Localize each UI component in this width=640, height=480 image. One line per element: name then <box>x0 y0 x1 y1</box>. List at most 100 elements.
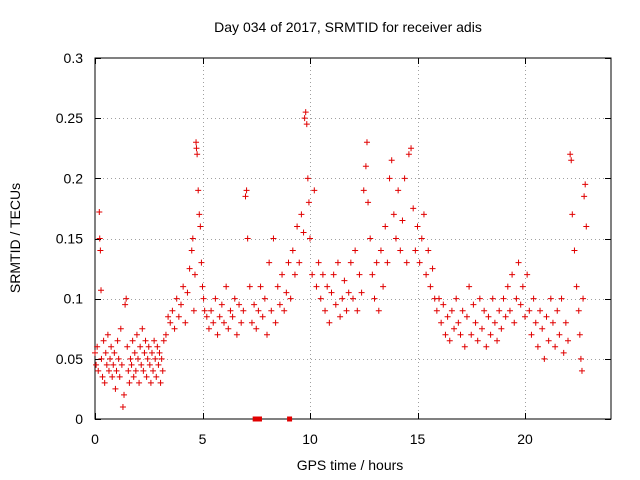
data-point <box>196 211 203 218</box>
data-point <box>113 367 120 374</box>
data-point <box>270 235 277 242</box>
data-point <box>562 319 569 326</box>
data-point <box>110 361 117 368</box>
data-point <box>341 277 348 284</box>
data-point <box>307 235 313 242</box>
data-point <box>313 283 320 290</box>
data-point <box>116 373 123 380</box>
data-point <box>236 301 243 308</box>
data-point <box>227 307 234 314</box>
data-point <box>565 337 571 344</box>
data-point <box>581 193 588 200</box>
data-point <box>568 157 575 164</box>
data-point <box>577 355 584 362</box>
data-point <box>140 367 147 374</box>
data-point <box>208 307 215 314</box>
data-point <box>408 145 415 152</box>
data-point <box>193 139 200 146</box>
data-point <box>128 361 135 368</box>
data-point <box>423 271 430 278</box>
data-point <box>109 373 116 380</box>
data-point <box>123 295 130 302</box>
data-point <box>509 271 516 278</box>
data-point <box>225 325 232 332</box>
data-point <box>137 343 144 350</box>
data-point <box>251 301 258 308</box>
data-point <box>560 349 567 356</box>
data-point <box>549 319 556 326</box>
data-points <box>92 109 590 422</box>
data-point <box>485 313 492 320</box>
data-point <box>182 319 189 326</box>
data-point <box>136 379 143 386</box>
data-point <box>395 187 402 194</box>
data-point <box>498 325 505 332</box>
data-point <box>451 325 458 332</box>
data-point <box>143 373 150 380</box>
data-point <box>350 295 356 302</box>
data-point <box>532 319 539 326</box>
data-point <box>363 139 370 146</box>
data-point <box>141 349 148 356</box>
data-point <box>95 367 102 374</box>
data-point <box>343 307 350 314</box>
data-point <box>115 355 122 362</box>
data-point <box>380 283 387 290</box>
data-point <box>476 295 483 302</box>
data-point <box>100 337 107 344</box>
data-point <box>373 259 380 266</box>
data-point <box>575 307 582 314</box>
data-point <box>315 259 322 266</box>
data-point <box>444 313 451 320</box>
data-point <box>125 367 132 374</box>
data-point <box>362 163 369 170</box>
data-point <box>545 337 552 344</box>
data-point <box>399 217 406 224</box>
data-point <box>111 349 118 356</box>
x-tick-label: 10 <box>302 431 318 447</box>
data-point <box>191 271 198 278</box>
data-point <box>221 319 227 326</box>
data-point <box>377 247 384 254</box>
data-point <box>541 355 548 362</box>
data-point <box>474 337 481 344</box>
data-point <box>253 325 260 332</box>
data-point <box>105 367 112 374</box>
data-point <box>502 313 509 320</box>
data-point <box>151 337 158 344</box>
data-point <box>384 259 391 266</box>
data-point <box>522 313 528 320</box>
data-point <box>246 283 253 290</box>
data-point <box>479 325 485 332</box>
data-point <box>147 379 154 386</box>
data-point <box>487 331 494 338</box>
y-tick-label: 0.1 <box>64 291 84 307</box>
data-point <box>414 223 421 230</box>
data-point <box>567 151 574 158</box>
data-point <box>148 349 155 356</box>
data-point <box>152 355 159 362</box>
data-point <box>195 187 202 194</box>
data-point <box>304 175 311 182</box>
data-point <box>264 331 270 338</box>
data-point <box>326 319 333 326</box>
data-point <box>322 307 329 314</box>
data-point <box>453 295 460 302</box>
data-point <box>583 223 590 230</box>
data-point <box>243 187 250 194</box>
x-axis-label: GPS time / hours <box>297 457 404 473</box>
data-point <box>289 247 296 254</box>
data-point <box>382 223 389 230</box>
data-point <box>153 373 160 380</box>
data-point <box>112 385 119 392</box>
data-point <box>515 259 522 266</box>
zero-marker <box>287 416 293 422</box>
data-point <box>506 307 513 314</box>
data-point <box>119 403 126 410</box>
data-point <box>300 229 307 236</box>
data-point <box>463 313 470 320</box>
data-point <box>165 313 172 320</box>
data-point <box>371 295 378 302</box>
data-point <box>139 325 146 332</box>
